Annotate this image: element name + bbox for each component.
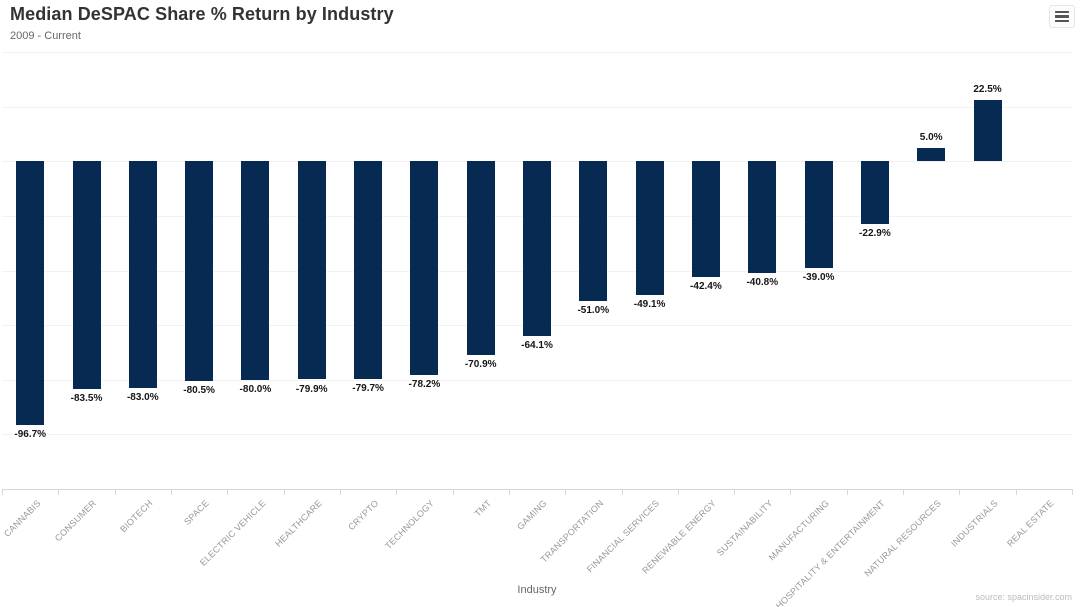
bar[interactable] xyxy=(241,161,270,380)
bar-value-label: -79.9% xyxy=(295,383,328,395)
bar-value-label: -70.9% xyxy=(464,358,497,370)
x-axis-label: TRANSPORTATION xyxy=(538,498,606,565)
bar[interactable] xyxy=(635,161,664,296)
x-axis-tick xyxy=(283,489,285,495)
x-axis-tick xyxy=(508,489,510,495)
x-axis-label: TMT xyxy=(472,498,493,519)
bar-value-label: -80.5% xyxy=(183,385,215,397)
bar-value-label: -79.7% xyxy=(352,382,384,394)
x-axis-tick xyxy=(734,489,736,495)
source-credit: source: spacinsider.com xyxy=(975,592,1072,602)
bar[interactable] xyxy=(748,161,777,273)
x-axis-tick xyxy=(621,489,623,495)
x-axis-label: INDUSTRIALS xyxy=(948,498,1000,549)
x-axis-tick xyxy=(846,489,848,495)
bar-value-label: -96.7% xyxy=(14,429,47,441)
chart-context-menu-button[interactable] xyxy=(1049,5,1075,28)
chart-title: Median DeSPAC Share % Return by Industry xyxy=(10,4,394,24)
x-axis-tick xyxy=(396,489,398,495)
x-axis-label: CONSUMER xyxy=(53,498,99,544)
bar-value-label: 22.5% xyxy=(973,83,1002,95)
gridline xyxy=(2,52,1072,53)
bar-value-label: -39.0% xyxy=(802,271,835,283)
bar[interactable] xyxy=(973,99,1002,162)
x-axis-tick xyxy=(959,489,961,495)
bar[interactable] xyxy=(691,161,720,278)
x-axis-label: CRYPTO xyxy=(345,498,381,533)
x-axis-tick xyxy=(58,489,60,495)
x-axis-line xyxy=(2,489,1072,490)
x-axis-label: SPACE xyxy=(182,498,212,527)
bar-value-label: -40.8% xyxy=(746,276,779,288)
x-axis-tick xyxy=(170,489,172,495)
bar-value-label: -83.5% xyxy=(70,393,103,405)
x-axis-tick xyxy=(114,489,116,495)
bar[interactable] xyxy=(297,161,326,380)
x-axis-title: Industry xyxy=(517,584,557,596)
gridline xyxy=(2,379,1072,381)
x-axis-tick xyxy=(452,489,454,495)
bar[interactable] xyxy=(523,161,551,337)
bar[interactable] xyxy=(579,161,608,301)
chart-subtitle: 2009 - Current xyxy=(10,30,81,42)
x-axis-tick xyxy=(1015,489,1017,495)
bar-value-label: -49.1% xyxy=(633,299,666,311)
bar[interactable] xyxy=(466,161,495,355)
bar-value-label: -42.4% xyxy=(690,281,722,293)
bar[interactable] xyxy=(860,161,889,224)
bar-value-label: -83.0% xyxy=(126,391,159,403)
x-axis-tick xyxy=(1072,489,1073,495)
bar[interactable] xyxy=(128,161,157,388)
x-axis-label: ELECTRIC VEHICLE xyxy=(197,498,268,568)
x-axis-tick xyxy=(227,489,229,495)
bar[interactable] xyxy=(16,161,45,426)
x-axis-label: BIOTECH xyxy=(118,498,155,535)
hamburger-menu-icon xyxy=(1055,10,1069,23)
bar[interactable] xyxy=(410,161,439,375)
bar[interactable] xyxy=(917,147,946,162)
x-axis-label: CANNABIS xyxy=(1,498,43,539)
bar-value-label: -80.0% xyxy=(239,383,272,395)
x-axis-tick xyxy=(903,489,905,495)
x-axis-tick xyxy=(2,489,3,495)
bar-value-label: -22.9% xyxy=(859,227,891,239)
x-axis-label: REAL ESTATE xyxy=(1005,498,1056,549)
x-axis-label: SUSTAINABILITY xyxy=(714,498,775,558)
bar[interactable] xyxy=(354,161,383,379)
bar[interactable] xyxy=(185,161,214,382)
x-axis-tick xyxy=(790,489,792,495)
bar-value-label: -78.2% xyxy=(408,378,441,390)
bar[interactable] xyxy=(72,161,101,390)
gridline xyxy=(2,434,1072,436)
x-axis-tick xyxy=(339,489,341,495)
bar-value-label: -64.1% xyxy=(521,340,553,352)
bar-value-label: -51.0% xyxy=(577,304,610,316)
x-axis-label: GAMING xyxy=(515,498,550,532)
bar[interactable] xyxy=(804,161,833,268)
gridline xyxy=(2,106,1072,108)
x-axis-label: MANUFACTURING xyxy=(766,498,831,563)
x-axis-label: HEALTHCARE xyxy=(272,498,324,549)
x-axis-label: TECHNOLOGY xyxy=(383,498,437,552)
x-axis-tick xyxy=(677,489,679,495)
x-axis-tick xyxy=(565,489,567,495)
bar-value-label: 5.0% xyxy=(919,131,943,143)
